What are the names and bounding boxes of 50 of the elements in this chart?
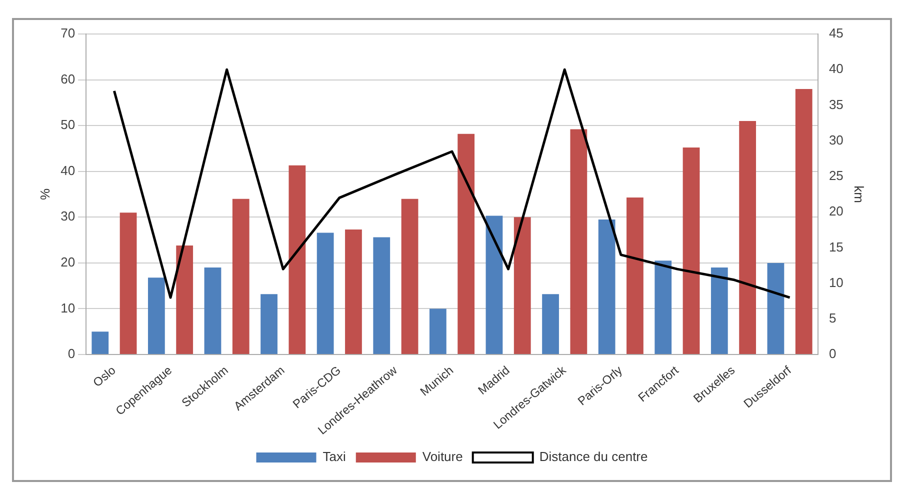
y-tick-label: 0 — [68, 346, 76, 362]
bar — [682, 148, 700, 354]
bar — [345, 230, 362, 354]
bar — [204, 268, 222, 354]
bar — [373, 237, 390, 354]
bar — [148, 278, 165, 354]
y-tick-label: 60 — [60, 71, 76, 86]
y2-tick-label: 15 — [828, 239, 844, 254]
bar — [514, 217, 531, 354]
bar — [260, 294, 278, 354]
bar — [486, 216, 503, 354]
bar — [429, 308, 446, 354]
bar — [598, 219, 616, 354]
y2-axis-title: km — [852, 186, 867, 203]
y2-tick-label: 40 — [828, 61, 844, 76]
y2-tick-label: 30 — [828, 132, 844, 148]
y2-tick-label: 35 — [828, 96, 844, 112]
bar — [654, 260, 672, 354]
bar — [288, 165, 306, 354]
y-tick-label: 20 — [60, 254, 76, 270]
legend-label: Taxi — [322, 449, 346, 464]
y2-tick-label: 20 — [828, 204, 844, 219]
y2-tick-label: 5 — [828, 310, 836, 326]
bar — [120, 212, 137, 354]
y2-tick-label: 10 — [828, 274, 844, 290]
y-tick-label: 40 — [60, 162, 76, 178]
y2-tick-label: 0 — [828, 346, 836, 362]
legend-label: Voiture — [422, 449, 463, 464]
bar — [542, 294, 559, 354]
bar — [570, 129, 588, 354]
y-tick-label: 30 — [60, 208, 76, 224]
bar — [795, 88, 812, 354]
y-tick-label: 70 — [60, 26, 76, 41]
bar — [739, 120, 756, 354]
y2-tick-label: 25 — [828, 168, 844, 184]
y-axis-title: % — [37, 188, 52, 200]
x-tick-label: Oslo — [90, 362, 119, 390]
bar — [92, 332, 109, 354]
bar — [767, 262, 784, 354]
bar — [316, 232, 334, 354]
legend-label: Distance du centre — [539, 449, 648, 464]
bar — [176, 246, 194, 354]
bar — [626, 197, 644, 354]
y2-tick-label: 45 — [828, 26, 844, 41]
bar — [458, 134, 475, 354]
bar — [710, 268, 728, 354]
bar — [232, 198, 250, 354]
bar — [401, 198, 418, 354]
y-tick-label: 50 — [60, 117, 76, 132]
y-tick-label: 10 — [60, 300, 76, 316]
